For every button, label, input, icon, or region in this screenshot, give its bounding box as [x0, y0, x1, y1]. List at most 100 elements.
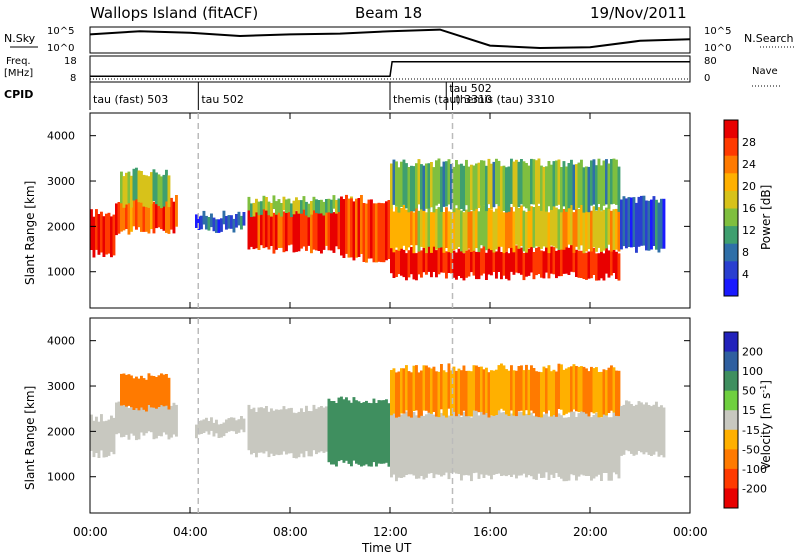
heatmap-cell	[420, 370, 423, 416]
heatmap-cell	[330, 209, 333, 251]
heatmap-cell	[237, 419, 241, 433]
heatmap-cell	[292, 211, 296, 253]
heatmap-cell	[570, 159, 573, 206]
freq-left-label: Freq.	[6, 56, 31, 67]
heatmap-cell	[410, 247, 413, 275]
heatmap-cell	[410, 165, 413, 212]
heatmap-cell	[235, 420, 238, 434]
power-heatmap	[90, 158, 666, 281]
heatmap-cell	[400, 161, 403, 207]
x-tick-label: 20:00	[573, 525, 608, 539]
colorbar-tick-label: 12	[742, 224, 756, 237]
heatmap-cell	[655, 199, 658, 250]
heatmap-cell	[625, 400, 628, 451]
heatmap-cell	[492, 244, 496, 272]
heatmap-cell	[577, 250, 581, 278]
heatmap-cell	[250, 206, 253, 247]
heatmap-cell	[597, 372, 601, 418]
heatmap-cell	[620, 199, 623, 250]
heatmap-cell	[447, 211, 451, 253]
heatmap-cell	[475, 365, 478, 411]
heatmap-cell	[152, 169, 156, 201]
heatmap-cell	[547, 161, 551, 207]
heatmap-cell	[402, 159, 406, 205]
heatmap-cell	[450, 370, 453, 416]
heatmap-cell	[527, 248, 531, 276]
heatmap-cell	[172, 402, 176, 435]
heatmap-cell	[480, 160, 483, 206]
heatmap-cell	[465, 209, 468, 251]
heatmap-cell	[442, 161, 446, 207]
heatmap-cell	[617, 166, 621, 212]
heatmap-cell	[117, 202, 121, 234]
heatmap-cell	[232, 417, 236, 432]
heatmap-cell	[647, 405, 651, 455]
heatmap-cell	[255, 207, 258, 249]
heatmap-cell	[300, 408, 303, 454]
heatmap-cell	[450, 409, 453, 473]
heatmap-cell	[590, 210, 593, 252]
heatmap-cell	[610, 210, 613, 252]
heatmap-cell	[122, 373, 126, 406]
heatmap-cell	[537, 410, 541, 474]
heatmap-cell	[612, 158, 616, 204]
x-tick-label: 00:00	[73, 525, 108, 539]
heatmap-cell	[300, 200, 303, 214]
heatmap-cell	[402, 205, 406, 246]
heatmap-cell	[622, 404, 626, 455]
heatmap-cell	[272, 212, 276, 254]
heatmap-cell	[210, 213, 213, 228]
freq-unit-label: [MHz]	[4, 68, 33, 79]
heatmap-cell	[457, 410, 461, 474]
colorbar-swatch	[724, 332, 738, 353]
heatmap-cell	[495, 369, 498, 415]
heatmap-cell	[425, 163, 428, 209]
heatmap-cell	[295, 211, 298, 252]
beam-label: Beam 18	[355, 4, 422, 22]
heatmap-cell	[212, 217, 216, 232]
power-panel: Slant Range [km] 1000 2000 3000 4000 4 8 12 16…	[23, 112, 773, 309]
heatmap-cell	[510, 158, 513, 204]
heatmap-cell	[392, 211, 396, 253]
heatmap-cell	[230, 417, 233, 431]
heatmap-cell	[142, 200, 146, 232]
heatmap-cell	[617, 253, 621, 281]
heatmap-cell	[662, 198, 666, 249]
heatmap-cell	[485, 367, 488, 413]
heatmap-cell	[600, 251, 603, 279]
heatmap-cell	[472, 409, 476, 474]
heatmap-cell	[540, 208, 543, 249]
colorbar-swatch	[724, 488, 738, 509]
colorbar-tick-label: -200	[742, 482, 767, 495]
heatmap-cell	[595, 253, 598, 281]
heatmap-cell	[97, 421, 101, 458]
heatmap-cell	[595, 211, 598, 252]
heatmap-cell	[532, 252, 536, 280]
heatmap-cell	[167, 407, 171, 440]
heatmap-cell	[590, 251, 593, 279]
heatmap-cell	[482, 246, 486, 274]
heatmap-cell	[415, 415, 418, 479]
heatmap-cell	[347, 400, 351, 464]
heatmap-cell	[205, 417, 208, 432]
heatmap-cell	[292, 200, 296, 215]
heatmap-cell	[207, 217, 211, 231]
heatmap-cell	[255, 198, 258, 213]
heatmap-cell	[567, 163, 571, 209]
heatmap-cell	[470, 244, 473, 273]
heatmap-cell	[482, 414, 486, 478]
heatmap-cell	[297, 210, 301, 252]
heatmap-cell	[500, 166, 503, 212]
y-tick-label: 3000	[47, 380, 75, 393]
heatmap-cell	[610, 248, 613, 276]
heatmap-cell	[167, 202, 171, 234]
heatmap-cell	[630, 197, 633, 248]
heatmap-cell	[120, 405, 123, 438]
heatmap-cell	[587, 251, 591, 279]
noise-left-label: N.Sky	[4, 32, 36, 45]
heatmap-cell	[477, 366, 481, 413]
heatmap-cell	[430, 250, 433, 278]
heatmap-cell	[150, 172, 153, 204]
heatmap-cell	[160, 197, 163, 230]
heatmap-cell	[622, 196, 626, 247]
